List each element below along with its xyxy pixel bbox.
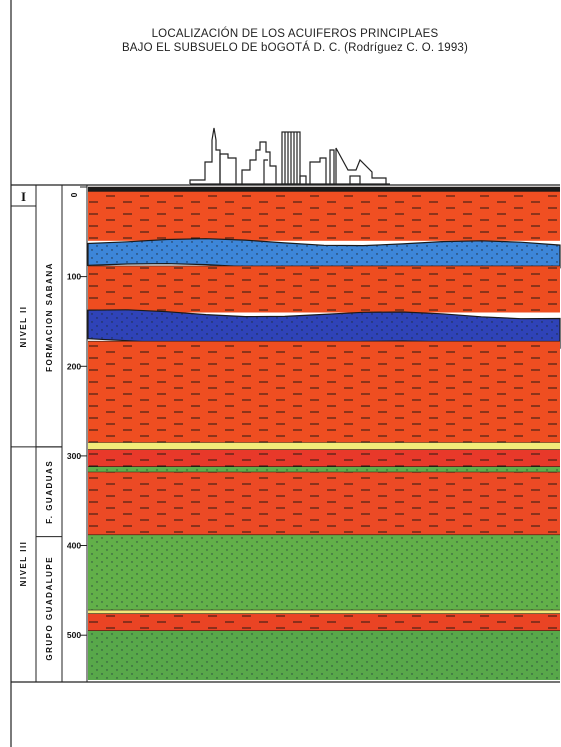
formation-label: FORMACION SABANA	[45, 262, 54, 372]
clay-layer-pattern	[88, 449, 560, 467]
depth-tick-label: 300	[67, 451, 81, 461]
depth-tick-label: 100	[67, 272, 81, 282]
depth-tick-label: 400	[67, 541, 81, 551]
aquifer-layer-pattern	[88, 238, 560, 272]
sandstone-layer-pattern	[88, 630, 560, 680]
column-header-symbol: I	[21, 189, 26, 204]
clay-layer-pattern	[88, 472, 560, 535]
title-line-1: LOCALIZACIÓN DE LOS ACUIFEROS PRINCIPLAE…	[151, 28, 439, 40]
city-skyline-icon	[189, 127, 390, 185]
clay-layer-pattern	[88, 341, 560, 443]
depth-tick-label: 200	[67, 361, 81, 371]
aquifer-layer-pattern	[88, 309, 560, 349]
diagram-title: LOCALIZACIÓN DE LOS ACUIFEROS PRINCIPLAE…	[60, 27, 530, 55]
sandstone-layer-pattern	[88, 466, 560, 473]
sand-layer	[88, 610, 560, 614]
depth-tick-label: 500	[67, 630, 81, 640]
layer-group	[87, 186, 561, 680]
clay-layer-pattern	[88, 613, 560, 631]
depth-tick-label: 0	[69, 192, 79, 197]
clay-layer	[88, 187, 560, 192]
depth-tick-group: 0 100 200 300 400 500	[67, 186, 87, 640]
formation-label: GRUPO GUADALUPE	[45, 556, 54, 661]
sandstone-layer-pattern	[88, 534, 560, 611]
clay-layer-pattern	[88, 191, 560, 241]
clay-layer-pattern	[88, 265, 560, 313]
formation-group: FORMACION SABANA F. GUADUAS GRUPO GUADALUP…	[36, 262, 62, 661]
level-label: NIVEL II	[19, 305, 28, 347]
formation-label: F. GUADUAS	[45, 460, 54, 524]
title-line-2: BAJO EL SUBSUELO DE bOGOTÁ D. C. (Rodríg…	[121, 42, 469, 54]
sand-layer	[88, 442, 560, 450]
level-label: NIVEL III	[19, 541, 28, 587]
